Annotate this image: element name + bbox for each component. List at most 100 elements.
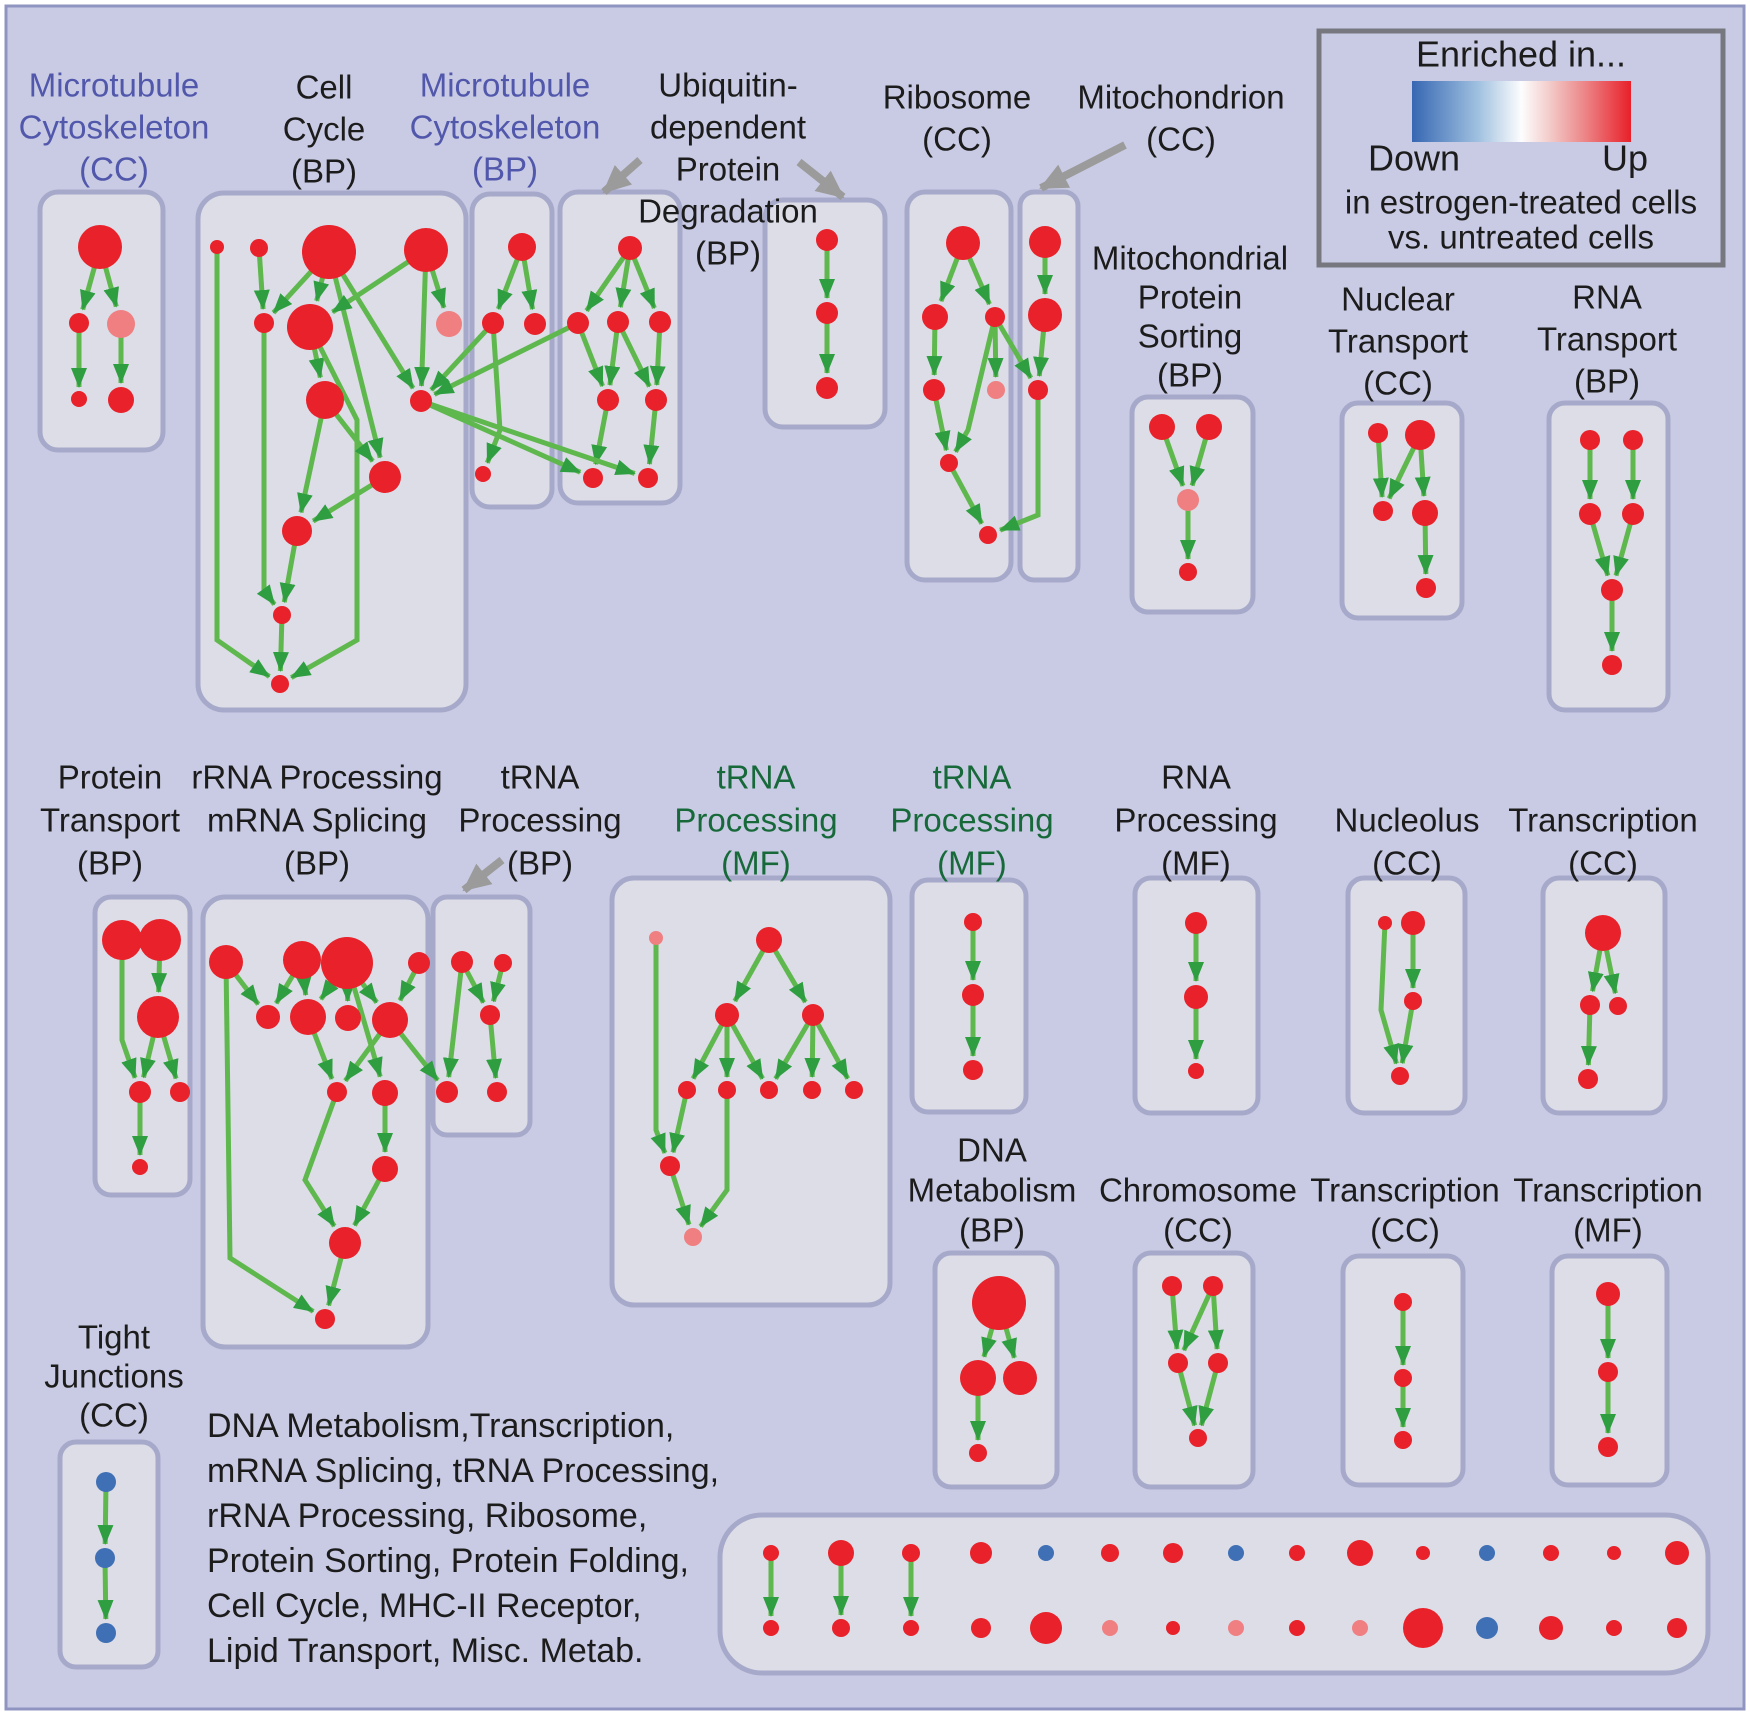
node-g7-red	[335, 1005, 361, 1031]
node-d4-red	[969, 1444, 987, 1462]
label-microtubule-cytoskeleton-cc-line-1: Cytoskeleton	[19, 109, 210, 146]
node-b6-red	[287, 304, 333, 350]
node-c3-red	[1609, 997, 1627, 1015]
node-strip11t-blue	[1479, 1545, 1495, 1561]
node-strip7t-blue	[1228, 1545, 1244, 1561]
node-n4-red	[1412, 500, 1438, 526]
node-g2-red	[283, 941, 321, 979]
node-b3-red	[302, 225, 356, 279]
node-k5-red	[1189, 1429, 1207, 1447]
label-rna-processing-mf-line-1: Processing	[1114, 802, 1277, 839]
edge-u2-u5	[575, 322, 605, 387]
label-nucleolus-cc-line-0: Nucleolus	[1335, 802, 1480, 839]
edge-k3-k5	[1175, 1362, 1198, 1427]
edge-b3-b10	[326, 251, 384, 459]
label-transcription-cc-top-line-1: (CC)	[1568, 845, 1638, 882]
node-h7-red	[760, 1081, 778, 1099]
node-s2-red	[1196, 414, 1222, 440]
node-q6-red	[132, 1159, 148, 1175]
node-d1-red	[972, 1276, 1026, 1330]
label-microtubule-cytoskeleton-bp-line-0: Microtubule	[420, 67, 591, 104]
edge-f3-f4	[1397, 1000, 1416, 1065]
node-gb-red	[315, 1309, 335, 1329]
node-t1-red	[1029, 226, 1061, 258]
node-strip0b-red	[763, 1620, 779, 1636]
node-strip6b-red	[1166, 1621, 1180, 1635]
edge-T3-T5	[486, 1014, 502, 1080]
node-strip8b-red	[1289, 1620, 1305, 1636]
edge-b4-b9	[414, 249, 431, 388]
edge-k4-k5	[1198, 1362, 1221, 1427]
gray-pointer-arrow-3	[461, 856, 505, 894]
cluster-box-mitochondrion-cc	[1017, 189, 1081, 583]
cluster-box-protein-transport-bp	[92, 894, 193, 1198]
cluster-box-transcription-cc-top	[1540, 875, 1668, 1116]
label-trna-processing-mf-1-line-1: Processing	[674, 802, 837, 839]
node-m3-red	[524, 313, 546, 335]
node-r6-red	[940, 454, 958, 472]
node-q1-red	[102, 920, 142, 960]
node-strip1t-red	[828, 1540, 854, 1566]
node-j3-blue	[96, 1623, 116, 1643]
node-strip4t-blue	[1038, 1545, 1054, 1561]
label-chromosome-cc-line-1: (CC)	[1163, 1212, 1233, 1249]
node-z3-red	[1598, 1437, 1618, 1457]
label-transcription-cc-bottom-line-0: Transcription	[1310, 1172, 1500, 1209]
edge-r3-r6	[953, 316, 998, 453]
node-j1-blue	[96, 1472, 116, 1492]
label-microtubule-cytoskeleton-bp-line-1: Cytoskeleton	[410, 109, 601, 146]
node-strip11b-blue	[1476, 1617, 1498, 1639]
node-m1-red	[508, 233, 536, 261]
node-n3-red	[1373, 501, 1393, 521]
node-g4-red	[408, 952, 430, 974]
node-n1-red	[1368, 423, 1388, 443]
node-k1-red	[1162, 1276, 1182, 1296]
node-strip8t-red	[1289, 1545, 1305, 1561]
node-v1-red	[816, 229, 838, 251]
edge-b2-b5	[253, 247, 270, 311]
label-microtubule-cytoskeleton-bp-line-2: (BP)	[472, 151, 538, 188]
label-tight-junctions-cc-line-2: (CC)	[79, 1397, 149, 1434]
label-mitochondrion-cc-line-0: Mitochondrion	[1077, 79, 1284, 116]
gray-pointer-arrow-2	[1039, 141, 1127, 192]
node-strip5t-red	[1101, 1544, 1119, 1562]
edge-h4-h7	[773, 1013, 816, 1081]
label-rna-processing-mf-line-0: RNA	[1161, 759, 1231, 796]
node-strip4b-red	[1030, 1612, 1062, 1644]
edge-b6-b13	[290, 325, 360, 680]
node-b8-red	[306, 381, 344, 419]
label-trna-processing-mf-2-line-1: Processing	[890, 802, 1053, 839]
edge-h5-h10	[669, 1089, 690, 1154]
node-m4-red	[475, 466, 491, 482]
node-p3-red	[1579, 503, 1601, 525]
node-strip3t-red	[970, 1542, 992, 1564]
node-r1-red	[946, 226, 980, 260]
edge-u3-u6	[615, 320, 652, 388]
misc-cluster-list-line-2: rRNA Processing, Ribosome,	[207, 1497, 647, 1535]
edge-u1-u2	[584, 246, 633, 313]
node-e3-red	[1188, 1063, 1204, 1079]
label-trna-processing-mf-1-line-0: tRNA	[717, 759, 796, 796]
node-strip5b-pink	[1102, 1620, 1118, 1636]
node-p1-red	[1580, 430, 1600, 450]
label-tight-junctions-cc-line-1: Junctions	[44, 1358, 183, 1395]
node-b7-pink	[436, 311, 462, 337]
cluster-box-dna-metabolism-bp	[932, 1250, 1060, 1490]
node-f2-red	[1401, 911, 1425, 935]
node-r2-red	[922, 304, 948, 330]
node-strip12b-red	[1539, 1616, 1563, 1640]
node-f4-red	[1391, 1067, 1409, 1085]
label-mitochondrial-protein-sorting-bp-line-2: Sorting	[1138, 318, 1243, 355]
misc-cluster-list-line-4: Cell Cycle, MHC-II Receptor,	[207, 1587, 642, 1625]
node-g3-red	[321, 937, 373, 989]
edge-x1-r7	[999, 390, 1041, 533]
node-strip9b-pink	[1352, 1620, 1368, 1636]
legend-gradient-bar	[1412, 81, 1631, 142]
node-strip14t-red	[1665, 1541, 1689, 1565]
edge-q1-q4	[119, 940, 138, 1079]
node-k2-red	[1203, 1276, 1223, 1296]
node-x1-red	[1028, 380, 1048, 400]
gray-pointer-arrow-0	[601, 157, 643, 195]
label-mitochondrial-protein-sorting-bp-line-1: Protein	[1138, 279, 1243, 316]
labels: Microtubule Cytoskeleton (CC) Cell Cycle (BP)…	[19, 34, 1703, 1670]
